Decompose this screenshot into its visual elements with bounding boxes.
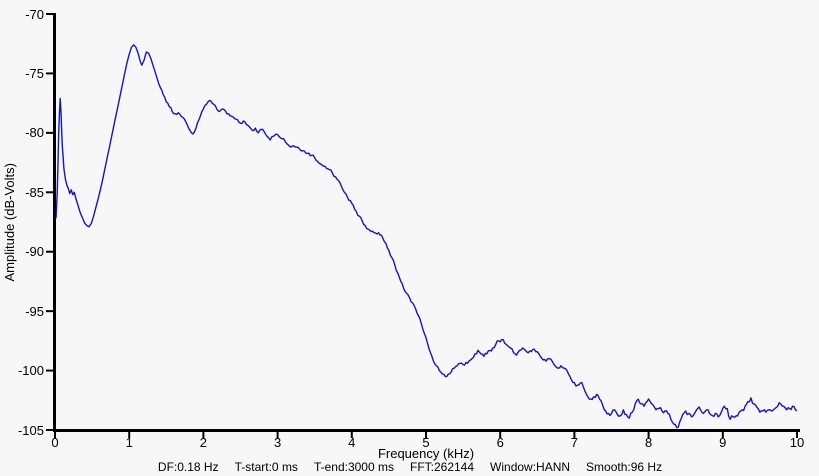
y-tick-label: -90 [25,244,44,260]
y-tick-label: -75 [25,65,44,81]
x-tick-label: 8 [644,435,653,450]
y-tick-label: -85 [25,184,44,200]
status-window: Window:HANN [490,460,571,474]
status-t-end: T-end:3000 ms [313,460,394,474]
x-tick-label: 3 [273,435,282,450]
x-tick-label: 2 [199,435,207,450]
x-tick-label: 1 [125,435,133,450]
x-tick-label: 5 [422,435,430,450]
status-t-start: T-start:0 ms [234,460,298,474]
x-tick-label: 9 [719,435,727,450]
x-tick-label: 4 [348,435,356,450]
x-tick-label: 7 [570,435,578,450]
y-tick-label: -100 [17,363,44,379]
x-tick-label: 0 [51,435,59,450]
y-tick-label: -95 [25,303,44,319]
analysis-settings-bar: DF:0.18 Hz T-start:0 ms T-end:3000 ms FF… [15,460,805,474]
spectrum-trace [55,44,798,429]
x-axis-title: Frequency (kHz) [377,446,475,461]
y-tick-label: -70 [25,6,44,22]
status-smooth: Smooth:96 Hz [586,460,663,474]
y-tick-label: -80 [25,125,44,141]
status-fft: FFT:262144 [409,460,475,474]
x-tick-label: 10 [789,435,805,450]
x-tick-label: 6 [496,435,504,450]
status-df: DF:0.18 Hz [157,460,219,474]
y-tick-label: -105 [17,422,44,438]
